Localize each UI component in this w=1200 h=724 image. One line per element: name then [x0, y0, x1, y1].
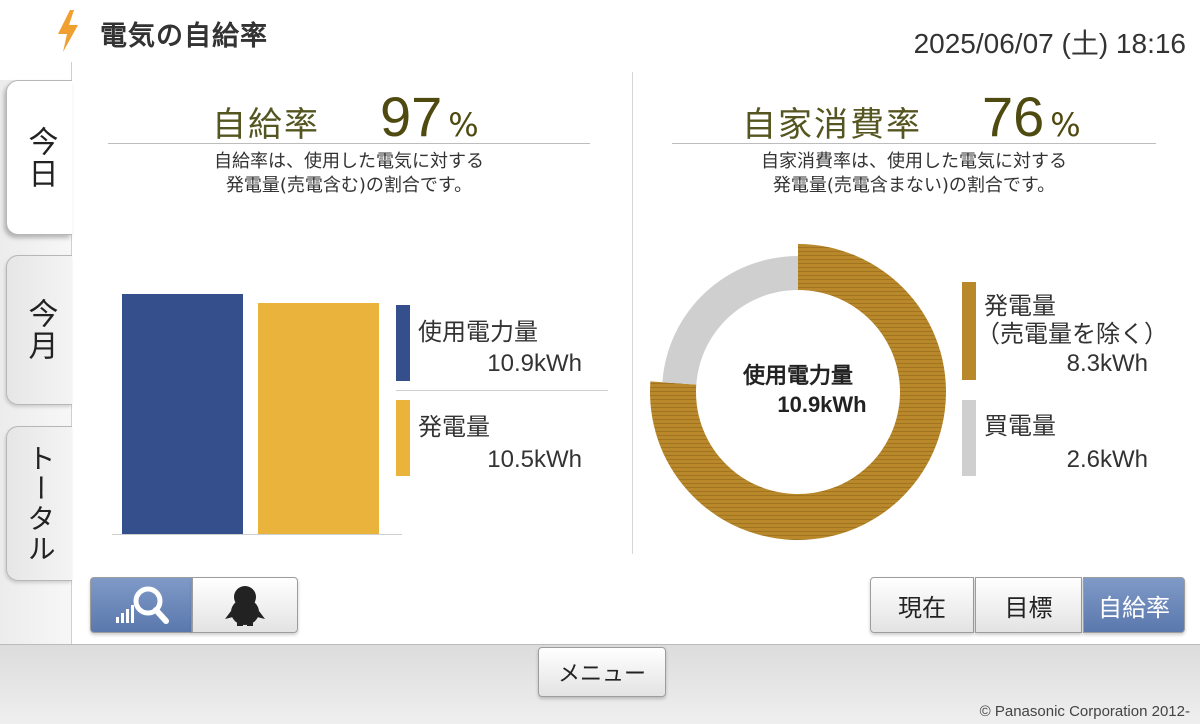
bar-baseline — [112, 534, 402, 535]
legend-label-self-generation-note: （売電量を除く） — [976, 320, 1168, 348]
tab-today[interactable]: 今日 — [6, 80, 72, 235]
page-title: 電気の自給率 — [100, 21, 268, 52]
legend-label-usage: 使用電力量 — [418, 318, 538, 346]
chart-search-icon — [116, 586, 169, 624]
legend-label-self-generation: 発電量 — [984, 292, 1056, 320]
donut-center-value: 10.9kWh — [777, 392, 867, 417]
menu-button-label: メニュー — [557, 662, 646, 687]
legend-label-generation: 発電量 — [418, 413, 490, 441]
legend-swatch-generation — [396, 400, 410, 476]
self-sufficiency-label: 自給率 — [212, 105, 320, 145]
header: 電気の自給率 2025/06/07 (土) 18:16 — [0, 0, 1200, 80]
donut-chart — [650, 244, 946, 540]
view-current-label: 現在 — [898, 593, 946, 622]
self-consumption-description: 自家消費率は、使用した電気に対する 発電量(売電含まない)の割合です。 — [672, 150, 1156, 198]
tab-today-label: 今日 — [22, 125, 58, 190]
self-sufficiency-description: 自給率は、使用した電気に対する 発電量(売電含む)の割合です。 — [108, 150, 590, 198]
divider — [108, 143, 590, 144]
detail-view-button[interactable] — [90, 577, 192, 633]
menu-button[interactable]: メニュー — [538, 647, 666, 697]
donut-slice-self-generation — [650, 244, 946, 540]
legend-swatch-usage — [396, 305, 410, 381]
description-line: 発電量(売電含む)の割合です。 — [225, 175, 473, 196]
bar-usage — [122, 294, 243, 534]
legend-label-purchase: 買電量 — [984, 412, 1056, 440]
datetime: 2025/06/07 (土) 18:16 — [913, 28, 1186, 59]
description-line: 発電量(売電含まない)の割合です。 — [772, 175, 1056, 196]
donut-center-label: 使用電力量 — [742, 364, 853, 389]
bar-generation — [258, 302, 379, 534]
donut-slice-purchase — [662, 256, 798, 385]
description-line: 自給率は、使用した電気に対する — [214, 151, 484, 172]
self-sufficiency-rate: 自給率 97 % — [212, 84, 479, 149]
panel-divider — [632, 72, 633, 554]
legend-value-usage: 10.9kWh — [487, 350, 582, 377]
view-self-sufficiency-button[interactable]: 自給率 — [1083, 577, 1185, 633]
self-consumption-label: 自家消費率 — [742, 105, 922, 145]
penguin-icon — [225, 586, 265, 626]
view-target-label: 目標 — [1004, 593, 1053, 622]
self-sufficiency-unit: % — [448, 106, 479, 144]
view-current-button[interactable]: 現在 — [870, 577, 974, 633]
copyright: © Panasonic Corporation 2012- — [979, 703, 1190, 720]
self-consumption-unit: % — [1050, 106, 1081, 144]
self-sufficiency-value: 97 — [380, 85, 443, 148]
tab-this-month-label: 今月 — [22, 298, 58, 362]
view-target-button[interactable]: 目標 — [975, 577, 1082, 633]
view-self-sufficiency-label: 自給率 — [1098, 593, 1170, 622]
footer: メニュー © Panasonic Corporation 2012- — [0, 644, 1200, 724]
legend-value-self-generation: 8.3kWh — [1066, 350, 1148, 377]
eco-mascot-button[interactable] — [192, 577, 298, 633]
legend-swatch-purchase — [962, 400, 976, 476]
lightning-bolt-icon — [58, 10, 78, 52]
divider — [672, 143, 1156, 144]
tab-total-label: トータル — [23, 443, 57, 564]
self-consumption-value: 76 — [982, 85, 1045, 148]
self-consumption-rate: 自家消費率 76 % — [742, 84, 1081, 149]
tab-total[interactable]: トータル — [6, 426, 72, 581]
legend-value-generation: 10.5kWh — [487, 446, 582, 473]
tab-this-month[interactable]: 今月 — [6, 255, 72, 405]
legend-swatch-self-generation — [962, 282, 976, 380]
legend-value-purchase: 2.6kWh — [1066, 446, 1148, 473]
divider — [396, 390, 608, 391]
description-line: 自家消費率は、使用した電気に対する — [761, 151, 1067, 172]
